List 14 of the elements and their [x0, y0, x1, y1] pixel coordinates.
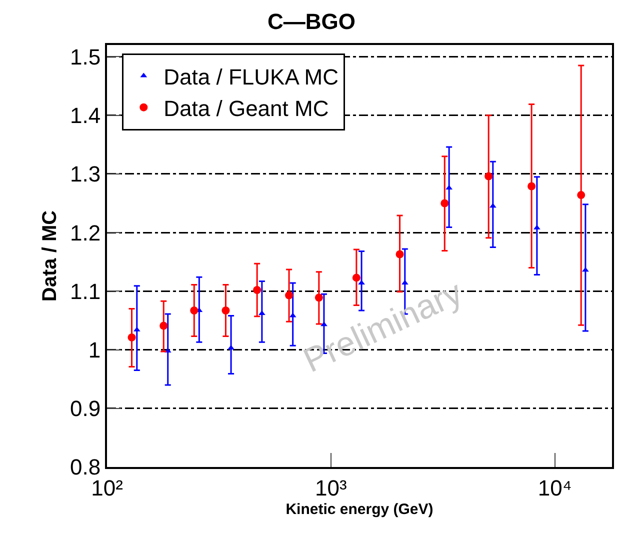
- y-tick-label: 1: [88, 337, 101, 362]
- y-axis-title: Data / MC: [39, 210, 62, 302]
- x-axis-title: Kinetic energy (GeV): [286, 500, 434, 518]
- y-tick-label: 1.1: [70, 278, 101, 304]
- x-tick-label: 10⁴: [538, 475, 572, 500]
- y-tick-label: 1.5: [70, 44, 101, 70]
- legend-label: Data / FLUKA MC: [164, 64, 339, 90]
- y-tick-label: 1.3: [70, 162, 101, 187]
- y-tick-label: 0.9: [70, 396, 101, 422]
- y-tick-label: 1.4: [70, 103, 101, 128]
- legend-label: Data / Geant MC: [164, 96, 329, 121]
- chart-title: C—BGO: [268, 8, 356, 34]
- x-tick-label: 10³: [315, 475, 347, 500]
- y-tick-label: 1.2: [70, 220, 101, 246]
